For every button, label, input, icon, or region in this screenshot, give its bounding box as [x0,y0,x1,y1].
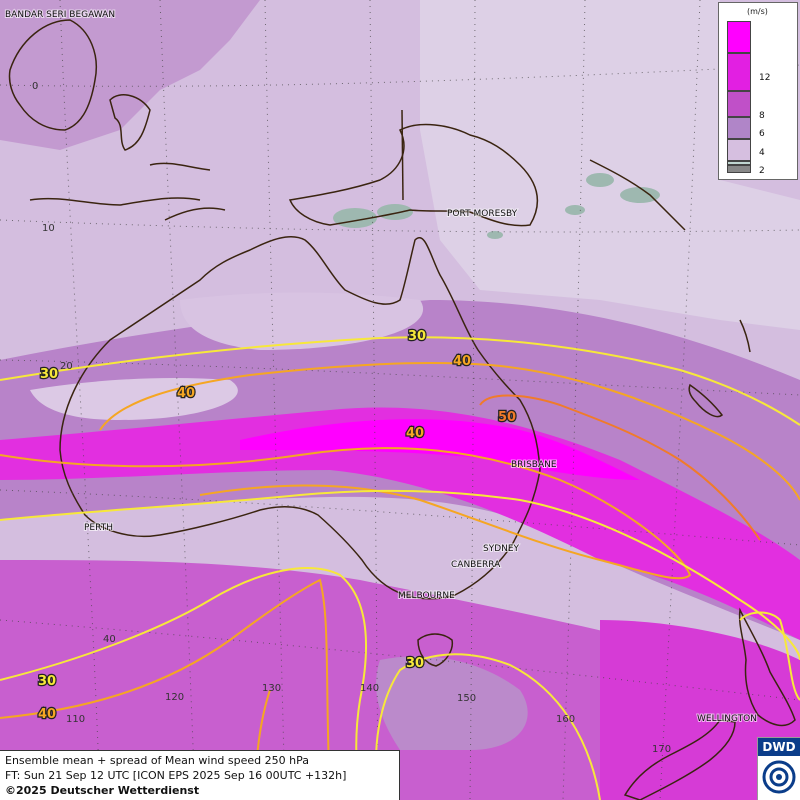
longitude-label: 120 [165,692,184,703]
spread-area-west-light [30,378,238,420]
isotach-label: 40 [453,354,471,369]
city-label: BRISBANE [511,460,557,470]
isotach-label: 30 [406,656,424,671]
legend-swatch [727,139,751,161]
cyclone-icon [762,760,796,794]
latitude-label: 0 [32,81,38,92]
spread-area-low-north [420,0,800,330]
city-label: PORT MORESBY [447,209,518,219]
new-guinea-coast [288,123,539,227]
new-zealand-north [738,607,796,727]
caption-copyright: ©2025 Deutscher Wetterdienst [5,784,200,797]
new-caledonia-coast [688,383,724,418]
vanuatu-coast [739,319,751,353]
spread-area-south-east [600,620,800,800]
dwd-logo-text: DWD [758,738,800,756]
longitude-label: 140 [360,683,379,694]
city-label: SYDNEY [483,544,520,554]
isotach-30-north [0,336,800,426]
isotach-label: 50 [498,410,516,425]
indonesia-islands-2 [149,162,211,171]
cities: BANDAR SERI BEGAWAN PORT MORESBY BRISBAN… [4,9,758,725]
legend-tick: 12 [759,73,771,83]
legend-swatch [727,53,751,91]
solomon-islands [589,159,686,231]
city-label: MELBOURNE [398,591,455,601]
isotach-40-south [0,578,331,800]
indonesia-islands-1 [29,197,201,206]
legend-swatch [727,91,751,117]
longitude-label: 110 [66,714,85,725]
png-border [401,109,404,201]
legend-swatch [727,161,751,165]
spread-area-south-light [376,656,528,750]
isotach-30-south-3 [375,653,601,800]
isotach-label: 30 [38,674,56,689]
latitude-label: 10 [42,223,55,234]
borneo-coast [8,19,97,131]
indonesia-islands-3 [164,207,226,221]
longitude-label: 170 [652,744,671,755]
spread-area-aus-interior [180,292,424,350]
australia-coast [59,236,541,600]
longitude-label: 160 [556,714,575,725]
longitude-label: 150 [457,693,476,704]
color-legend: (m/s) 12 8 6 4 2 [718,2,798,180]
isotach-labels: 30 30 40 40 50 40 30 30 40 [37,328,518,724]
caption-forecast-time: FT: Sun 21 Sep 12 UTC [ICON EPS 2025 Sep… [5,769,347,782]
legend-tick: 8 [759,111,765,121]
caption-title: Ensemble mean + spread of Mean wind spee… [5,754,309,767]
isotach-40-core [0,447,692,580]
isotach-30-south-1 [0,489,800,661]
city-label: WELLINGTON [697,714,757,724]
latitude-label: 40 [103,634,116,645]
isotach-50 [479,394,761,541]
isotach-label: 40 [406,426,424,441]
grid-labels: 0 10 20 40 110 120 130 140 150 160 170 [32,81,671,755]
spread-area-lowest [333,173,660,239]
legend-unit: (m/s) [747,7,768,16]
isotach-40-north [99,362,800,501]
sulawesi-coast [109,94,151,151]
isotach-label: 40 [177,386,195,401]
legend-swatch [727,165,751,173]
isotach-label: 30 [40,367,58,382]
city-label: PERTH [84,523,113,533]
legend-swatch [727,117,751,139]
legend-tick: 2 [759,166,765,176]
longitude-label: 130 [262,683,281,694]
latitude-label: 20 [60,361,73,372]
map-caption: Ensemble mean + spread of Mean wind spee… [0,750,400,800]
legend-tick: 6 [759,129,765,139]
isotach-label: 30 [408,329,426,344]
isotach-30-south-2 [0,567,367,800]
dwd-logo: DWD [757,737,800,800]
legend-swatch [727,21,751,53]
spread-area-north [0,0,260,150]
isotach-label: 40 [38,707,56,722]
legend-tick: 4 [759,148,765,158]
isotach-30-nz [739,611,800,701]
city-label: CANBERRA [451,560,501,570]
city-label: BANDAR SERI BEGAWAN [5,10,115,20]
